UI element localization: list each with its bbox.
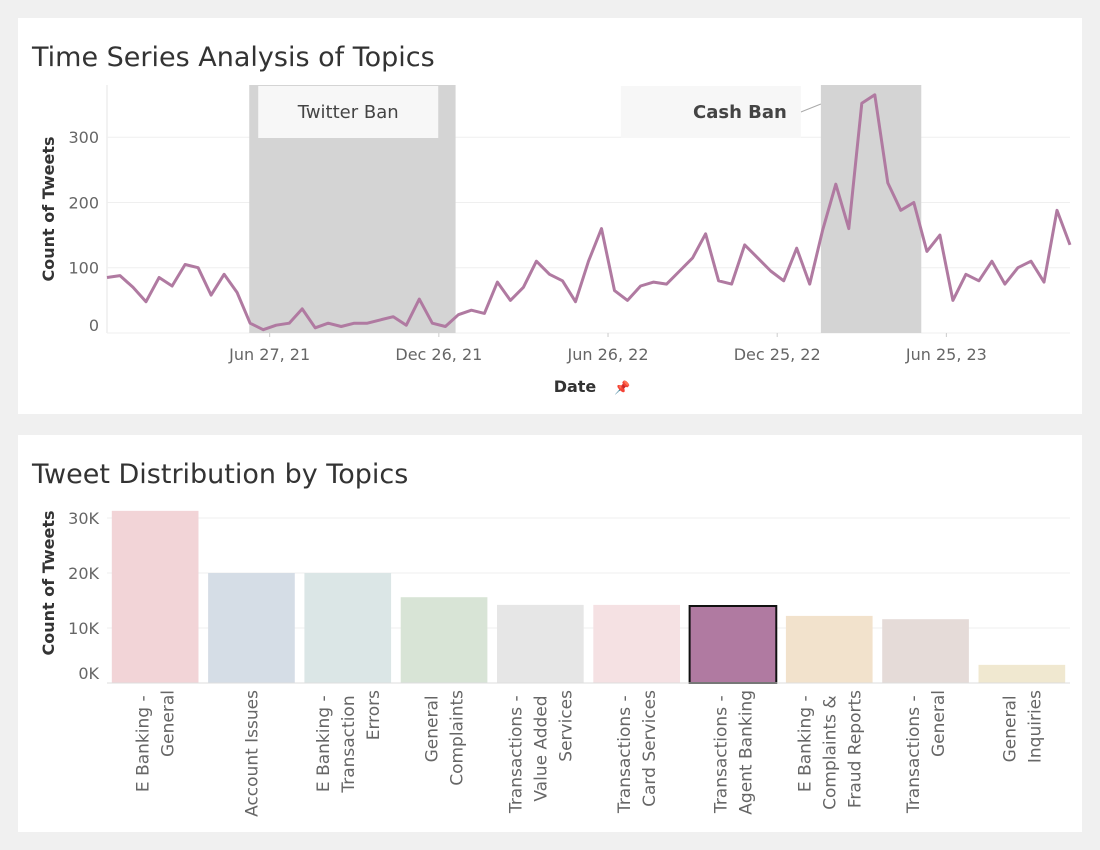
label-line: Services <box>556 690 576 762</box>
bar <box>688 605 778 684</box>
label-line: General <box>159 690 179 757</box>
bar <box>400 597 488 683</box>
label-line: Value Added <box>531 690 551 802</box>
x-tick-label: Transactions - General <box>904 690 949 814</box>
label-line: Card Services <box>640 690 660 807</box>
label-line: Complaints <box>448 690 468 786</box>
annotation-box <box>620 86 801 138</box>
bar <box>882 619 969 683</box>
x-tick-label: Jun 26, 22 <box>567 345 649 364</box>
label-line: Transactions - <box>615 690 635 814</box>
leader-line <box>800 103 822 113</box>
bar <box>111 510 199 683</box>
label-line: Account Issues <box>242 690 262 817</box>
label-line: Errors <box>364 690 384 740</box>
label-line: E Banking - <box>134 690 154 792</box>
y-tick-label: 100 <box>68 259 99 278</box>
bar <box>978 664 1066 683</box>
y-axis-title: Count of Tweets <box>39 510 58 655</box>
bar <box>304 573 392 683</box>
label-line: Complaints & <box>820 690 840 810</box>
label-line: Agent Banking <box>736 690 756 815</box>
pin-icon: 📌 <box>614 379 630 396</box>
x-tick-label: Account Issues <box>242 690 262 817</box>
label-line: Transaction <box>339 690 359 794</box>
y-tick-label: 20K <box>68 564 99 583</box>
annotation-label: Twitter Ban <box>297 102 399 123</box>
y-tick-label: 10K <box>68 619 99 638</box>
annotation-box <box>258 86 439 138</box>
label-line: General <box>423 690 443 762</box>
label-line: General <box>929 690 949 757</box>
bar <box>785 615 873 683</box>
x-tick-label: General Complaints <box>423 690 468 786</box>
chart-title: Time Series Analysis of Topics <box>31 42 435 73</box>
y-tick-label: 30K <box>68 509 99 528</box>
annotation-label: Cash Ban <box>693 102 787 123</box>
y-tick-label: 0 <box>89 316 99 335</box>
x-tick-label: Transactions - Value Added Services <box>506 690 576 814</box>
bar <box>497 604 584 683</box>
x-tick-label: Transactions - Agent Banking <box>711 690 756 815</box>
bar <box>593 604 680 683</box>
label-line: Transactions - <box>904 690 924 814</box>
x-tick-label: Transactions - Card Services <box>615 690 660 814</box>
x-tick-label: Jun 27, 21 <box>228 345 310 364</box>
x-tick-label: General Inquiries <box>1000 690 1045 763</box>
chart-title: Tweet Distribution by Topics <box>31 459 408 490</box>
x-tick-label: E Banking - General <box>134 690 179 792</box>
x-tick-label: Jun 25, 23 <box>905 345 987 364</box>
event-band <box>820 85 922 333</box>
label-line: General <box>1000 690 1020 762</box>
y-axis-title: Count of Tweets <box>39 136 58 281</box>
line <box>106 93 1072 332</box>
y-tick-label: 0K <box>78 664 99 683</box>
label-line: Inquiries <box>1025 690 1045 763</box>
x-tick-label: E Banking - Transaction Errors <box>314 690 384 794</box>
x-tick-label: Dec 26, 21 <box>395 345 482 364</box>
y-tick-label: 300 <box>68 128 99 147</box>
x-tick-label: E Banking - Complaints & Fraud Reports <box>795 690 865 810</box>
bar <box>208 573 295 683</box>
label-line: E Banking - <box>795 690 815 792</box>
label-line: Transactions - <box>506 690 526 814</box>
label-line: Fraud Reports <box>845 690 865 808</box>
label-line: E Banking - <box>314 690 334 792</box>
x-tick-label: Dec 25, 22 <box>734 345 821 364</box>
y-tick-label: 200 <box>68 193 99 212</box>
x-axis-title: Date <box>554 377 597 396</box>
label-line: Transactions - <box>711 690 731 814</box>
